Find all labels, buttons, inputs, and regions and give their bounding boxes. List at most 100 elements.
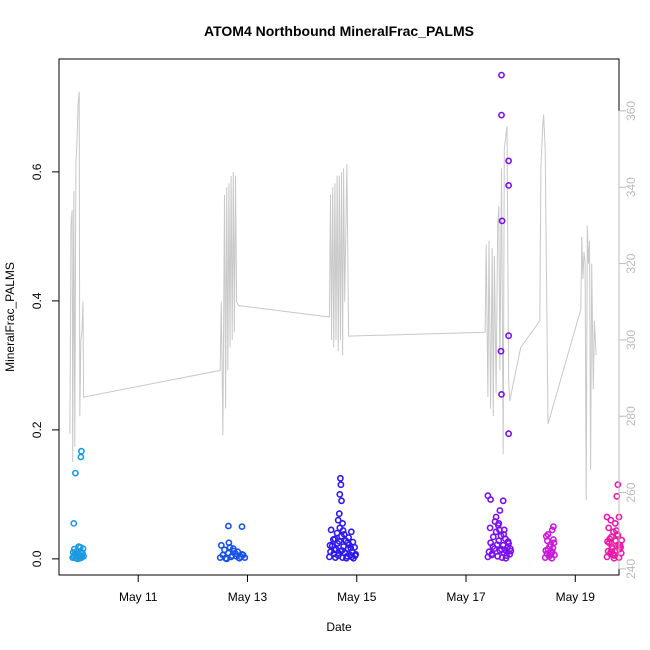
x-tick-label: May 17 — [446, 590, 486, 604]
data-point — [349, 538, 357, 546]
data-point — [607, 548, 615, 556]
data-point — [334, 540, 341, 547]
data-point — [548, 526, 556, 534]
y2-tick-label: 360 — [624, 101, 638, 121]
data-point — [610, 554, 618, 562]
data-point — [499, 497, 507, 505]
data-point — [351, 552, 359, 559]
data-point — [348, 553, 356, 561]
y2-tick-label: 260 — [624, 482, 638, 502]
data-point — [546, 543, 553, 550]
x-axis-label: Date — [326, 620, 352, 634]
data-point — [486, 524, 494, 532]
data-point — [617, 543, 624, 551]
x-axis: May 11 May 13 May 15 May 17 May 19 — [119, 574, 596, 604]
scatter-series-6 — [603, 481, 626, 562]
data-point — [491, 518, 499, 525]
data-point — [498, 217, 506, 225]
data-point — [542, 547, 550, 554]
scatter-series-4 — [484, 71, 515, 562]
data-point — [234, 548, 242, 556]
data-point — [505, 157, 512, 165]
data-point — [614, 481, 622, 489]
data-point — [72, 469, 79, 477]
data-point — [238, 523, 246, 530]
data-point — [347, 544, 355, 552]
y-tick-label: 0.2 — [30, 421, 44, 438]
data-point — [493, 541, 501, 549]
scatter-series-3 — [325, 474, 360, 562]
y2-tick-label: 280 — [624, 406, 638, 426]
y-tick-label: 0.0 — [30, 550, 44, 567]
data-point — [498, 71, 505, 79]
x-tick-label: May 15 — [337, 590, 377, 604]
data-point — [340, 531, 348, 538]
y-axis-label: MineralFrac_PALMS — [3, 262, 17, 372]
data-point — [217, 541, 225, 549]
data-point — [228, 552, 236, 559]
data-point — [78, 552, 86, 559]
data-point — [74, 555, 81, 563]
y-axis: 0.0 0.2 0.4 0.6 — [30, 163, 60, 567]
scatter-series-1 — [69, 447, 87, 563]
y2-tick-label: 300 — [624, 330, 638, 350]
data-point — [505, 430, 512, 438]
data-point — [221, 546, 228, 554]
y2-axis: 240 260 280 300 320 340 360 — [618, 101, 638, 579]
data-point — [338, 497, 345, 505]
data-point — [604, 538, 611, 545]
y-tick-label: 0.6 — [30, 163, 44, 180]
data-point — [335, 510, 343, 518]
data-point — [326, 541, 334, 549]
data-point — [498, 390, 505, 398]
data-point — [487, 496, 494, 503]
data-point — [78, 447, 85, 455]
y2-tick-label: 240 — [624, 559, 638, 579]
data-point — [497, 347, 505, 355]
data-point — [331, 554, 339, 561]
data-point — [488, 551, 496, 559]
data-point — [334, 516, 342, 524]
data-point — [333, 529, 341, 537]
scatter-series-2 — [216, 522, 249, 563]
data-point — [337, 481, 345, 489]
y-tick-label: 0.4 — [30, 292, 44, 309]
data-point — [618, 536, 626, 544]
data-point — [547, 549, 555, 557]
data-point — [239, 551, 247, 559]
data-point — [70, 520, 78, 527]
data-point — [496, 507, 504, 514]
data-point — [605, 524, 612, 532]
data-point — [542, 532, 550, 540]
data-point — [225, 539, 233, 547]
data-point — [505, 332, 512, 340]
data-point — [327, 526, 335, 534]
x-tick-label: May 19 — [556, 590, 596, 604]
y2-tick-label: 320 — [624, 253, 638, 273]
data-point — [611, 520, 619, 527]
data-point — [77, 453, 85, 461]
data-point — [498, 545, 505, 553]
chart-title: ATOM4 Northbound MineralFrac_PALMS — [204, 23, 474, 39]
data-point — [347, 528, 355, 536]
data-point — [223, 555, 231, 563]
data-point — [614, 531, 621, 538]
data-point — [498, 111, 505, 119]
data-point — [336, 474, 344, 482]
data-point — [336, 490, 344, 498]
data-point — [224, 522, 232, 530]
data-point — [607, 516, 615, 524]
data-point — [489, 533, 497, 541]
data-point — [550, 536, 557, 543]
data-point — [502, 554, 510, 562]
data-point — [550, 523, 557, 530]
data-point — [505, 181, 512, 189]
altitude-line — [69, 91, 597, 501]
x-tick-label: May 13 — [228, 590, 268, 604]
data-point — [69, 549, 77, 556]
scatter-series-5 — [541, 523, 558, 562]
data-point — [345, 534, 352, 541]
data-point — [344, 539, 351, 547]
data-point — [501, 546, 509, 554]
scatter-points-layer — [69, 71, 626, 563]
